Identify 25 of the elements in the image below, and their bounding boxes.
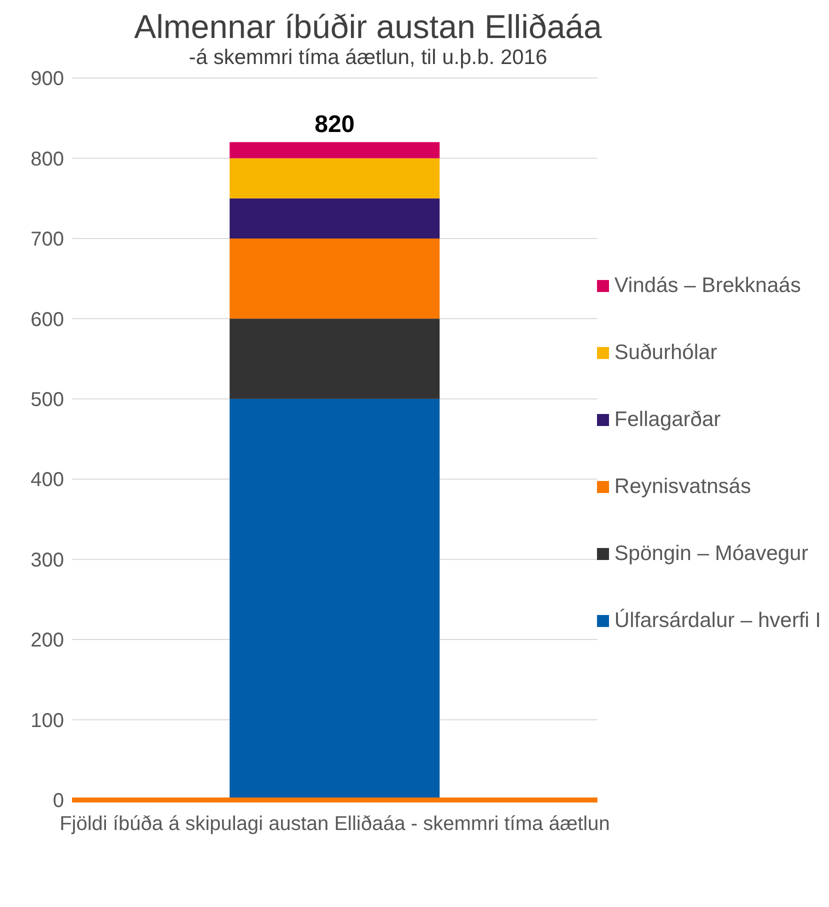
- y-tick-label: 400: [30, 469, 64, 492]
- y-tick-label: 800: [30, 148, 64, 170]
- bar: [230, 198, 440, 238]
- y-tick-label: 700: [30, 228, 64, 251]
- chart-title: Almennar íbúðir austan Elliðaáa: [133, 8, 603, 46]
- y-tick-label: 900: [30, 68, 64, 90]
- y-tick-label: 200: [30, 630, 64, 652]
- y-tick-label: 0: [52, 790, 64, 812]
- bar: [230, 158, 440, 198]
- y-tick-label: 600: [30, 308, 64, 331]
- legend-label: Vindás – Brekknaás: [614, 274, 801, 298]
- chart-subtitle: -á skemmri tíma áætlun, til u.þ.b. 2016: [188, 46, 548, 70]
- y-tick-label: 500: [30, 388, 64, 411]
- y-tick-label: 100: [30, 710, 64, 732]
- x-tick-label: Fjöldi íbúða á skipulagi austan Elliðaáa - skemmri tíma áætlun: [60, 813, 610, 836]
- legend-label: Fellagarðar: [614, 408, 721, 432]
- legend-label: Spöngin – Móavegur: [614, 542, 808, 566]
- legend-label: Suðurhólar: [614, 341, 718, 365]
- total-label: 820: [314, 111, 355, 138]
- legend-label: Úlfarsárdalur – hverfi I: [614, 609, 821, 633]
- legend-label: Reynisvatnsás: [614, 475, 751, 499]
- bar: [230, 318, 440, 399]
- bar: [230, 238, 440, 319]
- bar: [230, 142, 440, 158]
- y-tick-label: 300: [30, 549, 64, 572]
